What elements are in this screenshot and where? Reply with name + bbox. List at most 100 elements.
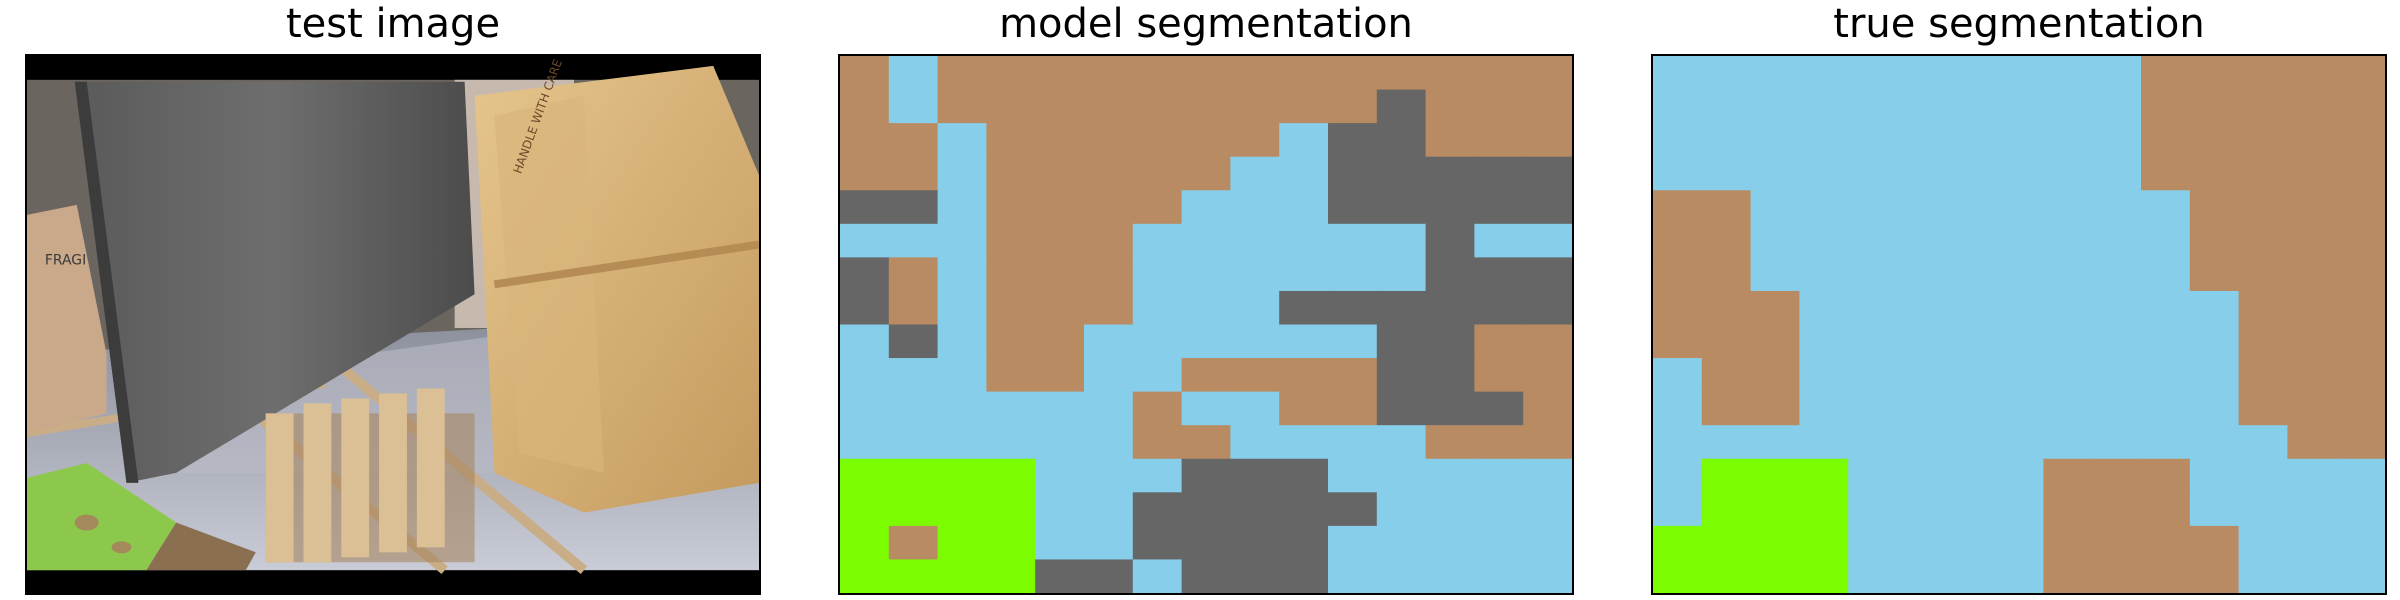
segmentation-cell bbox=[1523, 257, 1572, 292]
segmentation-cell bbox=[1132, 559, 1183, 593]
segmentation-cell bbox=[2092, 56, 2142, 91]
true-segmentation-title: true segmentation bbox=[1833, 1, 2205, 47]
segmentation-cell bbox=[2287, 89, 2337, 124]
segmentation-cell bbox=[1181, 156, 1232, 191]
segmentation-cell bbox=[2238, 559, 2288, 593]
segmentation-cell bbox=[1376, 156, 1427, 191]
segmentation-cell bbox=[2336, 391, 2385, 426]
segmentation-cell bbox=[1848, 458, 1898, 493]
segmentation-cell bbox=[1132, 123, 1183, 158]
segmentation-cell bbox=[2336, 425, 2385, 460]
segmentation-cell bbox=[1994, 391, 2045, 426]
segmentation-cell bbox=[1328, 391, 1378, 426]
segmentation-cell bbox=[888, 559, 939, 593]
segmentation-cell bbox=[1279, 190, 1329, 225]
segmentation-cell bbox=[1799, 391, 1849, 426]
segmentation-cell bbox=[1523, 492, 1572, 527]
segmentation-cell bbox=[1945, 525, 1996, 561]
segmentation-cell bbox=[1523, 156, 1572, 191]
segmentation-cell bbox=[1230, 358, 1280, 393]
segmentation-cell bbox=[2141, 324, 2191, 359]
segmentation-cell bbox=[2336, 56, 2385, 91]
segmentation-cell bbox=[1230, 492, 1280, 527]
segmentation-cell bbox=[1425, 425, 1475, 460]
segmentation-cell bbox=[1181, 123, 1232, 158]
segmentation-cell bbox=[1848, 290, 1898, 326]
segmentation-cell bbox=[2141, 156, 2191, 191]
segmentation-cell bbox=[2043, 56, 2093, 91]
segmentation-cell bbox=[2336, 223, 2385, 258]
segmentation-cell bbox=[2238, 324, 2288, 359]
segmentation-cell bbox=[1132, 391, 1183, 426]
segmentation-cell bbox=[1425, 525, 1475, 561]
segmentation-cell bbox=[1083, 324, 1134, 359]
segmentation-cell bbox=[1799, 190, 1849, 225]
segmentation-cell bbox=[2043, 89, 2093, 124]
segmentation-cell bbox=[1279, 458, 1329, 493]
segmentation-cell bbox=[1474, 324, 1524, 359]
segmentation-cell bbox=[1425, 492, 1475, 527]
segmentation-cell bbox=[1425, 324, 1475, 359]
segmentation-cell bbox=[1035, 190, 1085, 225]
segmentation-cell bbox=[1425, 156, 1475, 191]
segmentation-cell bbox=[1376, 358, 1427, 393]
segmentation-cell bbox=[1181, 391, 1232, 426]
segmentation-cell bbox=[1376, 492, 1427, 527]
segmentation-cell bbox=[2189, 190, 2240, 225]
segmentation-cell bbox=[2141, 458, 2191, 493]
segmentation-cell bbox=[840, 156, 890, 191]
segmentation-cell bbox=[2287, 324, 2337, 359]
segmentation-cell bbox=[2287, 358, 2337, 393]
segmentation-cell bbox=[1945, 257, 1996, 292]
segmentation-cell bbox=[2238, 525, 2288, 561]
segmentation-cell bbox=[2189, 492, 2240, 527]
segmentation-cell bbox=[1083, 290, 1134, 326]
segmentation-cell bbox=[937, 458, 987, 493]
pallet bbox=[265, 388, 475, 563]
segmentation-cell bbox=[1328, 290, 1378, 326]
segmentation-cell bbox=[986, 324, 1036, 359]
segmentation-cell bbox=[1848, 56, 1898, 91]
segmentation-cell bbox=[1653, 559, 1703, 593]
segmentation-cell bbox=[1799, 223, 1849, 258]
segmentation-cell bbox=[1035, 391, 1085, 426]
segmentation-cell bbox=[1523, 391, 1572, 426]
segmentation-cell bbox=[1750, 458, 1800, 493]
segmentation-cell bbox=[2336, 123, 2385, 158]
segmentation-cell bbox=[1035, 425, 1085, 460]
segmentation-cell bbox=[1474, 223, 1524, 258]
segmentation-cell bbox=[1896, 223, 1947, 258]
segmentation-cell bbox=[1132, 458, 1183, 493]
segmentation-cell bbox=[1945, 89, 1996, 124]
segmentation-cell bbox=[1653, 156, 1703, 191]
segmentation-cell bbox=[1896, 123, 1947, 158]
segmentation-cell bbox=[1474, 123, 1524, 158]
segmentation-cell bbox=[2238, 391, 2288, 426]
segmentation-cell bbox=[1279, 223, 1329, 258]
segmentation-cell bbox=[1750, 89, 1800, 124]
segmentation-cell bbox=[1653, 458, 1703, 493]
segmentation-cell bbox=[1132, 190, 1183, 225]
segmentation-cell bbox=[2287, 156, 2337, 191]
segmentation-cell bbox=[1035, 492, 1085, 527]
segmentation-cell bbox=[888, 56, 939, 91]
segmentation-cell bbox=[1132, 425, 1183, 460]
segmentation-cell bbox=[1328, 89, 1378, 124]
segmentation-cell bbox=[2189, 391, 2240, 426]
segmentation-cell bbox=[1083, 492, 1134, 527]
segmentation-cell bbox=[1799, 89, 1849, 124]
segmentation-cell bbox=[2043, 391, 2093, 426]
segmentation-cell bbox=[1230, 458, 1280, 493]
segmentation-cell bbox=[937, 358, 987, 393]
segmentation-cell bbox=[1181, 190, 1232, 225]
segmentation-cell bbox=[888, 190, 939, 225]
segmentation-cell bbox=[1181, 458, 1232, 493]
test-image: FRAGI HANDLE WITH CARE bbox=[27, 56, 759, 593]
segmentation-cell bbox=[888, 156, 939, 191]
segmentation-cell bbox=[2141, 257, 2191, 292]
segmentation-cell bbox=[1181, 223, 1232, 258]
segmentation-cell bbox=[1799, 458, 1849, 493]
segmentation-cell bbox=[1945, 559, 1996, 593]
segmentation-cell bbox=[986, 223, 1036, 258]
segmentation-cell bbox=[2287, 391, 2337, 426]
